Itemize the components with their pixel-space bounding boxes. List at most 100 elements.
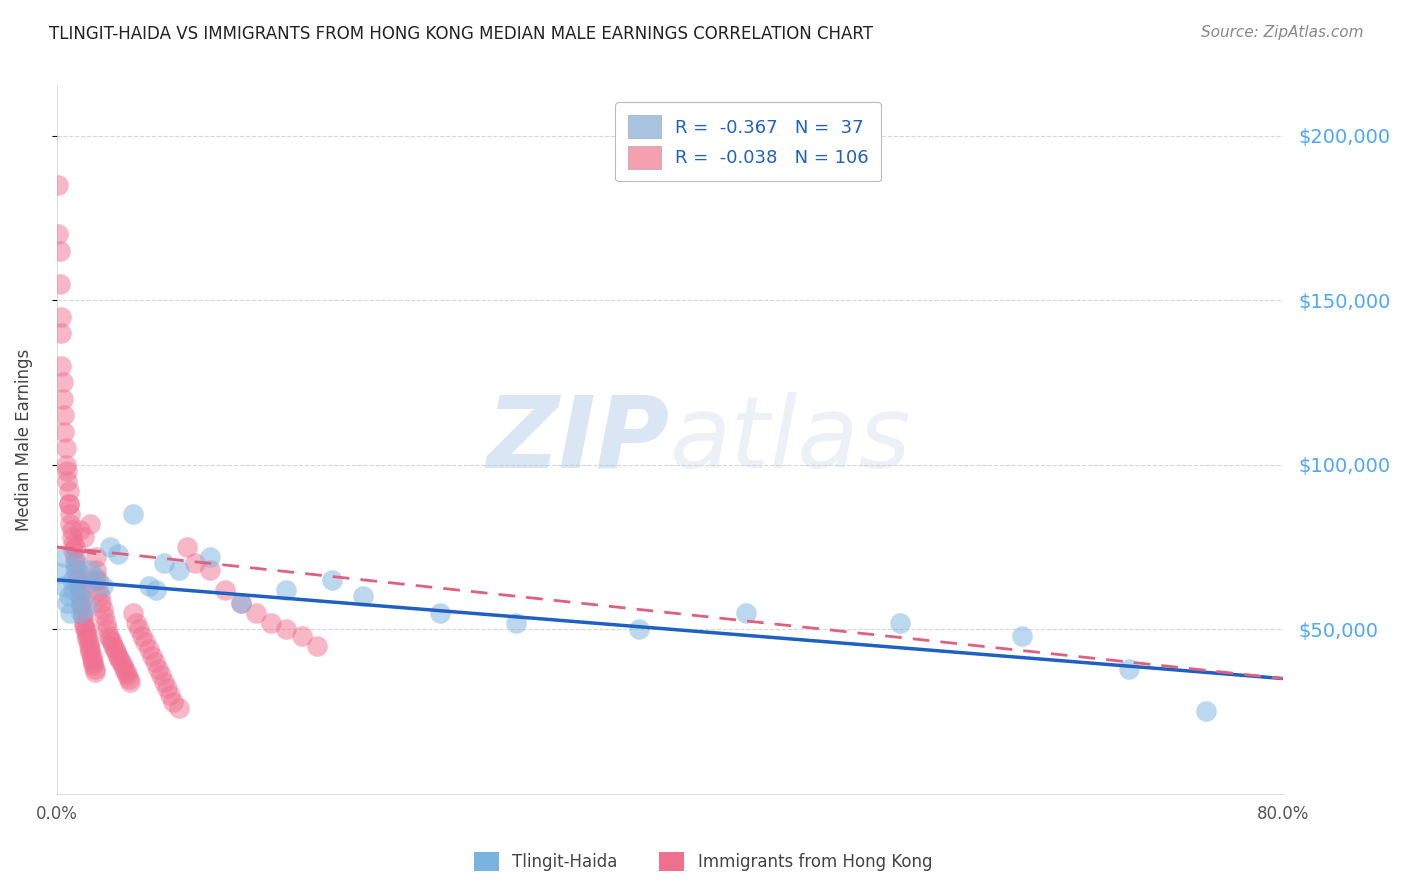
Point: [48, 244, 70, 258]
Point: [307, 639, 329, 653]
Point: [146, 662, 169, 676]
Point: [245, 606, 267, 620]
Point: [114, 665, 136, 679]
Point: [627, 622, 650, 636]
Text: ZIP: ZIP: [486, 392, 669, 489]
Point: [176, 540, 198, 554]
Point: [112, 662, 135, 676]
Point: [79, 645, 101, 659]
Point: [59, 507, 82, 521]
Point: [58, 497, 80, 511]
Point: [76, 599, 98, 614]
Point: [69, 589, 91, 603]
Point: [84, 573, 107, 587]
Point: [73, 619, 96, 633]
Point: [162, 695, 184, 709]
Point: [89, 589, 111, 603]
Point: [1011, 629, 1033, 643]
Point: [56, 596, 79, 610]
Point: [60, 530, 83, 544]
Point: [62, 536, 84, 550]
Point: [58, 483, 80, 498]
Point: [75, 622, 97, 636]
Point: [65, 563, 87, 577]
Point: [53, 549, 76, 564]
Point: [143, 655, 166, 669]
Point: [183, 557, 205, 571]
Point: [167, 563, 190, 577]
Point: [76, 629, 98, 643]
Point: [86, 549, 108, 564]
Point: [145, 582, 167, 597]
Point: [84, 662, 107, 676]
Point: [107, 648, 129, 663]
Point: [79, 563, 101, 577]
Point: [69, 524, 91, 538]
Point: [63, 540, 86, 554]
Point: [429, 606, 451, 620]
Point: [131, 629, 153, 643]
Point: [84, 665, 107, 679]
Point: [98, 632, 121, 646]
Point: [58, 589, 80, 603]
Point: [104, 641, 127, 656]
Point: [77, 635, 100, 649]
Point: [1118, 662, 1140, 676]
Point: [229, 596, 252, 610]
Legend: Tlingit-Haida, Immigrants from Hong Kong: Tlingit-Haida, Immigrants from Hong Kong: [465, 843, 941, 880]
Point: [128, 622, 150, 636]
Point: [97, 629, 120, 643]
Point: [63, 549, 86, 564]
Point: [60, 573, 83, 587]
Point: [111, 658, 134, 673]
Point: [153, 674, 176, 689]
Point: [76, 632, 98, 646]
Text: atlas: atlas: [669, 392, 911, 489]
Point: [291, 629, 314, 643]
Point: [79, 641, 101, 656]
Text: TLINGIT-HAIDA VS IMMIGRANTS FROM HONG KONG MEDIAN MALE EARNINGS CORRELATION CHAR: TLINGIT-HAIDA VS IMMIGRANTS FROM HONG KO…: [49, 25, 873, 43]
Point: [58, 497, 80, 511]
Point: [67, 579, 90, 593]
Point: [77, 639, 100, 653]
Point: [73, 579, 96, 593]
Point: [82, 655, 104, 669]
Point: [352, 589, 374, 603]
Point: [46, 178, 69, 192]
Point: [70, 599, 93, 614]
Point: [125, 615, 148, 630]
Point: [198, 563, 221, 577]
Point: [69, 589, 91, 603]
Point: [101, 635, 124, 649]
Point: [48, 277, 70, 291]
Point: [70, 606, 93, 620]
Point: [59, 606, 82, 620]
Point: [153, 557, 176, 571]
Point: [52, 579, 75, 593]
Point: [214, 582, 236, 597]
Point: [63, 563, 86, 577]
Point: [59, 516, 82, 531]
Point: [505, 615, 527, 630]
Point: [70, 596, 93, 610]
Y-axis label: Median Male Earnings: Median Male Earnings: [15, 349, 32, 531]
Point: [93, 609, 115, 624]
Point: [159, 688, 181, 702]
Point: [122, 606, 145, 620]
Legend: R =  -0.367   N =  37, R =  -0.038   N = 106: R = -0.367 N = 37, R = -0.038 N = 106: [616, 103, 882, 181]
Point: [51, 326, 73, 340]
Point: [86, 563, 108, 577]
Point: [156, 681, 179, 696]
Point: [75, 625, 97, 640]
Point: [48, 566, 70, 581]
Point: [115, 668, 138, 682]
Point: [122, 507, 145, 521]
Point: [79, 516, 101, 531]
Point: [87, 573, 110, 587]
Point: [149, 668, 172, 682]
Point: [60, 524, 83, 538]
Point: [321, 573, 343, 587]
Point: [62, 543, 84, 558]
Point: [260, 615, 283, 630]
Point: [46, 227, 69, 242]
